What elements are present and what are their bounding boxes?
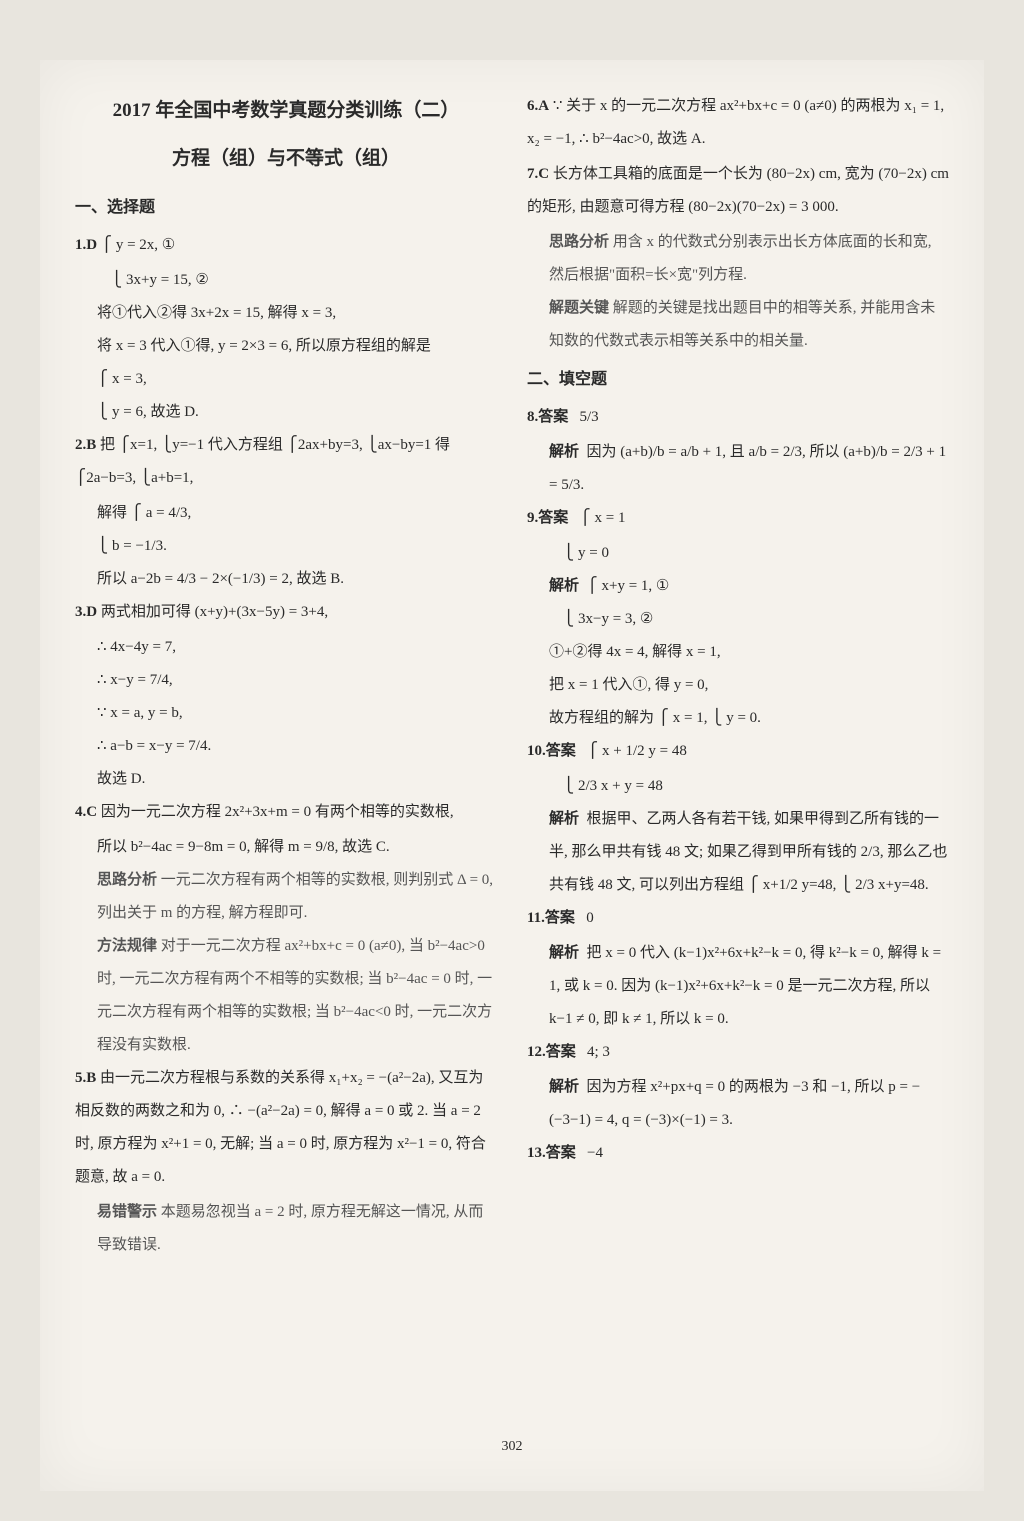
q4-line2: 所以 b²−4ac = 9−8m = 0, 解得 m = 9/8, 故选 C. — [75, 831, 497, 864]
q10-answer1: ⎧ x + 1/2 y = 48 — [587, 743, 687, 759]
q6-line1: ∵ 关于 x 的一元二次方程 ax²+bx+c = 0 (a≠0) 的两根为 x… — [527, 98, 944, 147]
q8-answer: 5/3 — [580, 409, 599, 425]
question-9: 9.答案 ⎧ x = 1 — [527, 502, 949, 535]
q3-line6: 故选 D. — [75, 763, 497, 796]
q7-line1: 长方体工具箱的底面是一个长为 (80−2x) cm, 宽为 (70−2x) cm… — [527, 166, 949, 215]
q4-number: 4.C — [75, 804, 97, 820]
q5-line1: 由一元二次方程根与系数的关系得 x₁+x₂ = −(a²−2a), 又互为相反数… — [75, 1070, 486, 1185]
q7-note2: 解题关键 解题的关键是找出题目中的相等关系, 并能用含未知数的代数式表示相等关系… — [527, 292, 949, 358]
q2-line4: 所以 a−2b = 4/3 − 2×(−1/3) = 2, 故选 B. — [75, 563, 497, 596]
q5-number: 5.B — [75, 1070, 96, 1086]
q9-number: 9.答案 — [527, 510, 568, 526]
q10-number: 10.答案 — [527, 743, 576, 759]
q3-line2: ∴ 4x−4y = 7, — [75, 631, 497, 664]
two-column-layout: 2017 年全国中考数学真题分类训练（二） 方程（组）与不等式（组） 一、选择题… — [75, 90, 949, 1431]
q13-answer: −4 — [587, 1145, 603, 1161]
page: 2017 年全国中考数学真题分类训练（二） 方程（组）与不等式（组） 一、选择题… — [40, 60, 984, 1491]
q4-note1: 思路分析 一元二次方程有两个相等的实数根, 则判别式 Δ = 0, 列出关于 m… — [75, 864, 497, 930]
q2-line3: ⎩ b = −1/3. — [75, 530, 497, 563]
question-1: 1.D ⎧ y = 2x, ① — [75, 229, 497, 262]
q7-note2-label: 解题关键 — [549, 300, 609, 316]
question-8: 8.答案 5/3 — [527, 401, 949, 434]
q1-line3: 将①代入②得 3x+2x = 15, 解得 x = 3, — [75, 297, 497, 330]
q1-line1: ⎧ y = 2x, ① — [101, 237, 175, 253]
q13-number: 13.答案 — [527, 1145, 576, 1161]
q7-note1-label: 思路分析 — [549, 234, 609, 250]
q3-line4: ∵ x = a, y = b, — [75, 697, 497, 730]
question-6: 6.A ∵ 关于 x 的一元二次方程 ax²+bx+c = 0 (a≠0) 的两… — [527, 90, 949, 156]
question-7: 7.C 长方体工具箱的底面是一个长为 (80−2x) cm, 宽为 (70−2x… — [527, 158, 949, 224]
question-5: 5.B 由一元二次方程根与系数的关系得 x₁+x₂ = −(a²−2a), 又互… — [75, 1062, 497, 1194]
q6-number: 6.A — [527, 98, 549, 114]
q3-line1: 两式相加可得 (x+y)+(3x−5y) = 3+4, — [101, 604, 328, 620]
q1-line4: 将 x = 3 代入①得, y = 2×3 = 6, 所以原方程组的解是 — [75, 330, 497, 363]
q5-note-label: 易错警示 — [97, 1204, 157, 1220]
main-title-1: 2017 年全国中考数学真题分类训练（二） — [75, 90, 497, 132]
question-2: 2.B 把 ⎧x=1, ⎩y=−1 代入方程组 ⎧2ax+by=3, ⎩ax−b… — [75, 429, 497, 495]
q11-number: 11.答案 — [527, 910, 575, 926]
right-column: 6.A ∵ 关于 x 的一元二次方程 ax²+bx+c = 0 (a≠0) 的两… — [527, 90, 949, 1431]
q4-note2-label: 方法规律 — [97, 938, 157, 954]
q12-number: 12.答案 — [527, 1044, 576, 1060]
q9-exp4: 把 x = 1 代入①, 得 y = 0, — [527, 669, 949, 702]
q4-note1-label: 思路分析 — [97, 872, 157, 888]
q8-explanation: 解析 因为 (a+b)/b = a/b + 1, 且 a/b = 2/3, 所以… — [527, 436, 949, 502]
q2-line1: 把 ⎧x=1, ⎩y=−1 代入方程组 ⎧2ax+by=3, ⎩ax−by=1 … — [75, 437, 450, 486]
question-3: 3.D 两式相加可得 (x+y)+(3x−5y) = 3+4, — [75, 596, 497, 629]
page-number: 302 — [75, 1439, 949, 1455]
q8-number: 8.答案 — [527, 409, 568, 425]
q4-note1-text: 一元二次方程有两个相等的实数根, 则判别式 Δ = 0, 列出关于 m 的方程,… — [97, 872, 493, 921]
q9-exp-head: 解析 ⎧ x+y = 1, ① — [527, 570, 949, 603]
section-1-heading: 一、选择题 — [75, 190, 497, 225]
main-title-2: 方程（组）与不等式（组） — [75, 138, 497, 180]
q9-exp1: ⎧ x+y = 1, ① — [587, 578, 670, 594]
question-4: 4.C 因为一元二次方程 2x²+3x+m = 0 有两个相等的实数根, — [75, 796, 497, 829]
q4-line1: 因为一元二次方程 2x²+3x+m = 0 有两个相等的实数根, — [101, 804, 454, 820]
q1-line2: ⎩ 3x+y = 15, ② — [75, 264, 497, 297]
q9-answer2: ⎩ y = 0 — [527, 537, 949, 570]
q11-answer: 0 — [586, 910, 594, 926]
q1-line5: ⎧ x = 3, — [75, 363, 497, 396]
q9-exp3: ①+②得 4x = 4, 解得 x = 1, — [527, 636, 949, 669]
q11-exp-label: 解析 — [549, 945, 579, 961]
q3-number: 3.D — [75, 604, 97, 620]
q10-explanation: 解析 根据甲、乙两人各有若干钱, 如果甲得到乙所有钱的一半, 那么甲共有钱 48… — [527, 803, 949, 902]
section-2-heading: 二、填空题 — [527, 362, 949, 397]
q8-exp-text: 因为 (a+b)/b = a/b + 1, 且 a/b = 2/3, 所以 (a… — [549, 444, 946, 493]
q9-answer1: ⎧ x = 1 — [580, 510, 626, 526]
q10-exp-label: 解析 — [549, 811, 579, 827]
q9-exp2: ⎩ 3x−y = 3, ② — [527, 603, 949, 636]
q11-exp-text: 把 x = 0 代入 (k−1)x²+6x+k²−k = 0, 得 k²−k =… — [549, 945, 941, 1027]
q8-exp-label: 解析 — [549, 444, 579, 460]
q10-exp-text: 根据甲、乙两人各有若干钱, 如果甲得到乙所有钱的一半, 那么甲共有钱 48 文;… — [549, 811, 947, 893]
question-13: 13.答案 −4 — [527, 1137, 949, 1170]
q12-exp-text: 因为方程 x²+px+q = 0 的两根为 −3 和 −1, 所以 p = −(… — [549, 1079, 920, 1128]
q1-number: 1.D — [75, 237, 97, 253]
q2-line2: 解得 ⎧ a = 4/3, — [75, 497, 497, 530]
q4-note2: 方法规律 对于一元二次方程 ax²+bx+c = 0 (a≠0), 当 b²−4… — [75, 930, 497, 1062]
q9-exp-label: 解析 — [549, 578, 579, 594]
question-11: 11.答案 0 — [527, 902, 949, 935]
q5-note: 易错警示 本题易忽视当 a = 2 时, 原方程无解这一情况, 从而导致错误. — [75, 1196, 497, 1262]
q3-line5: ∴ a−b = x−y = 7/4. — [75, 730, 497, 763]
q2-number: 2.B — [75, 437, 96, 453]
q12-answer: 4; 3 — [587, 1044, 610, 1060]
question-10: 10.答案 ⎧ x + 1/2 y = 48 — [527, 735, 949, 768]
left-column: 2017 年全国中考数学真题分类训练（二） 方程（组）与不等式（组） 一、选择题… — [75, 90, 497, 1431]
q7-number: 7.C — [527, 166, 549, 182]
q12-exp-label: 解析 — [549, 1079, 579, 1095]
q4-note2-text: 对于一元二次方程 ax²+bx+c = 0 (a≠0), 当 b²−4ac>0 … — [97, 938, 492, 1053]
question-12: 12.答案 4; 3 — [527, 1036, 949, 1069]
q10-answer2: ⎩ 2/3 x + y = 48 — [527, 770, 949, 803]
q1-line6: ⎩ y = 6, 故选 D. — [75, 396, 497, 429]
q11-explanation: 解析 把 x = 0 代入 (k−1)x²+6x+k²−k = 0, 得 k²−… — [527, 937, 949, 1036]
q3-line3: ∴ x−y = 7/4, — [75, 664, 497, 697]
q9-exp5: 故方程组的解为 ⎧ x = 1, ⎩ y = 0. — [527, 702, 949, 735]
q12-explanation: 解析 因为方程 x²+px+q = 0 的两根为 −3 和 −1, 所以 p =… — [527, 1071, 949, 1137]
q7-note1: 思路分析 用含 x 的代数式分别表示出长方体底面的长和宽, 然后根据"面积=长×… — [527, 226, 949, 292]
